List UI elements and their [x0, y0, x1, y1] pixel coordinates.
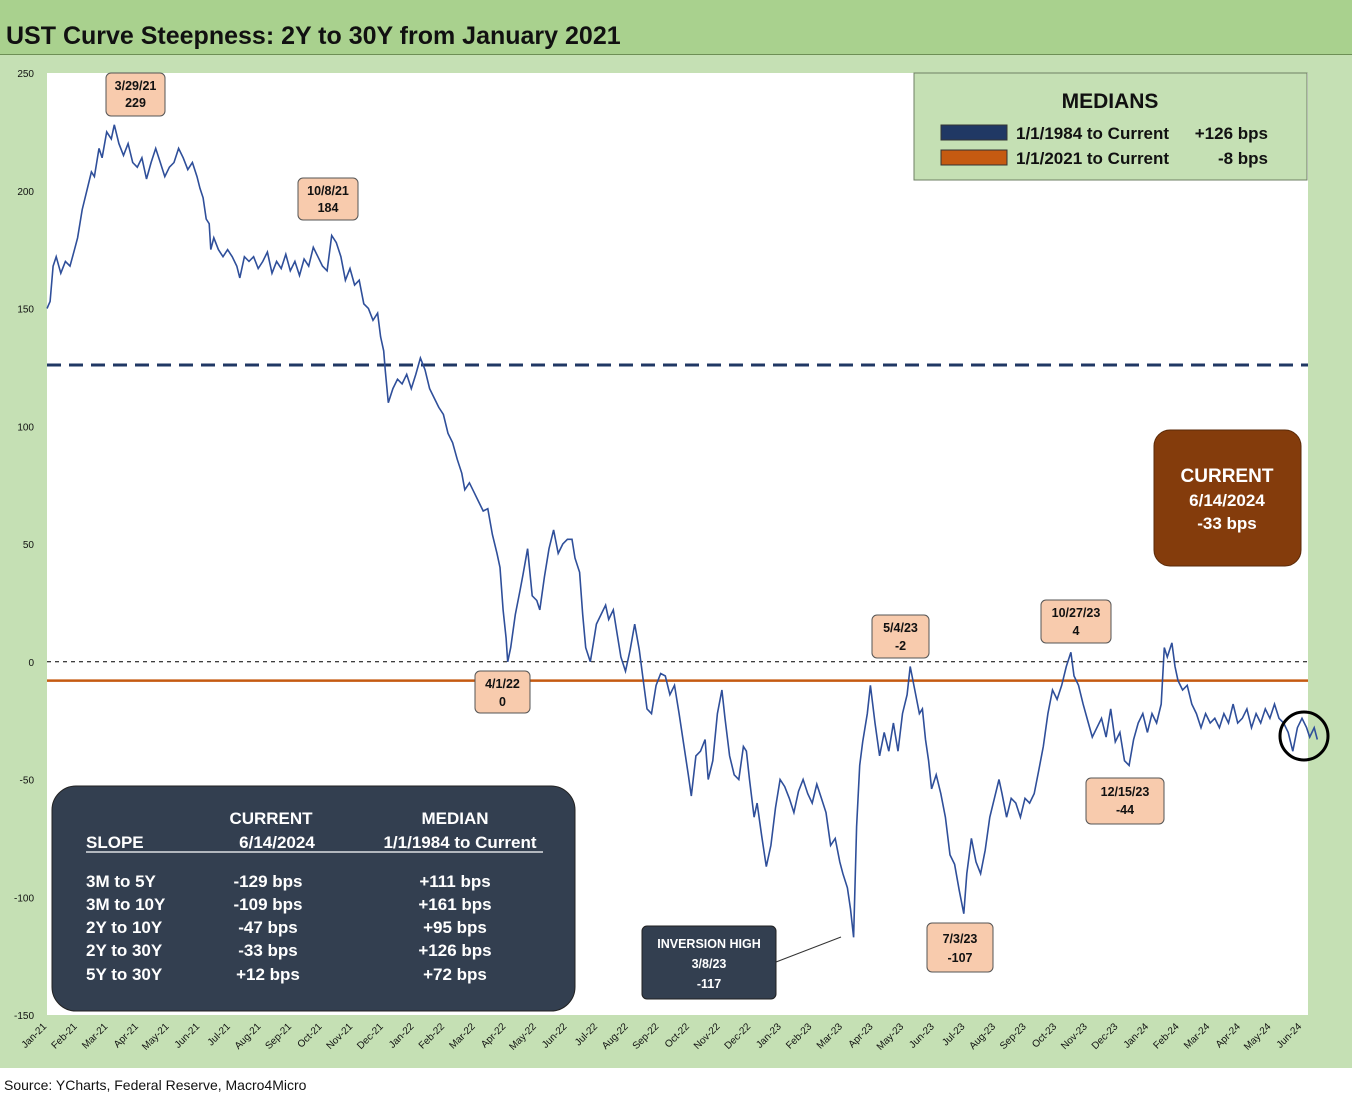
svg-text:-107: -107: [947, 951, 972, 965]
y-tick-label: -150: [14, 1011, 34, 1022]
svg-text:INVERSION HIGH: INVERSION HIGH: [657, 937, 761, 951]
current-value-box: CURRENT 6/14/2024 -33 bps: [1153, 429, 1302, 567]
median-1984-swatch: [940, 124, 1008, 141]
source-bar: Source: YCharts, Federal Reserve, Macro4…: [0, 1068, 1352, 1100]
slope-row-median: +95 bps: [423, 918, 487, 937]
callout-12-15-23: 12/15/23 -44: [1085, 777, 1165, 825]
svg-text:4/1/22: 4/1/22: [485, 677, 520, 691]
series-line-2y30y: [46, 124, 1319, 938]
inversion-leader-line: [775, 936, 842, 963]
y-tick-label: 0: [28, 658, 34, 669]
medians-title: MEDIANS: [1062, 90, 1159, 113]
slope-row-median: +161 bps: [418, 895, 491, 914]
slope-row-median: +111 bps: [419, 872, 490, 891]
current-box-date: 6/14/2024: [1189, 491, 1265, 510]
svg-text:10/8/21: 10/8/21: [307, 184, 349, 198]
svg-text:0: 0: [499, 695, 506, 709]
callout-7-3-23: 7/3/23 -107: [926, 922, 994, 973]
svg-text:229: 229: [125, 96, 146, 110]
svg-text:-117: -117: [697, 977, 721, 991]
callout-inversion-high: INVERSION HIGH 3/8/23 -117: [641, 925, 842, 1000]
svg-text:12/15/23: 12/15/23: [1101, 785, 1150, 799]
callout-4-1-22: 4/1/22 0: [474, 670, 531, 714]
current-box-heading: CURRENT: [1181, 466, 1274, 487]
slope-row-current: -129 bps: [234, 872, 303, 891]
svg-text:-44: -44: [1116, 803, 1134, 817]
reference-lines: [47, 363, 1308, 682]
y-tick-label: 50: [23, 540, 35, 551]
callout-5-4-23: 5/4/23 -2: [871, 614, 930, 659]
svg-text:5/4/23: 5/4/23: [883, 621, 918, 635]
slope-row-current: +12 bps: [236, 965, 300, 984]
page-title: UST Curve Steepness: 2Y to 30Y from Janu…: [6, 22, 621, 50]
svg-text:3/8/23: 3/8/23: [692, 957, 727, 971]
slope-header-current-date: 6/14/2024: [239, 833, 315, 852]
y-tick-label: 100: [17, 422, 34, 433]
slope-header-median: MEDIAN: [421, 809, 488, 828]
callout-10-27-23: 10/27/23 4: [1040, 599, 1112, 644]
callout-annotations: 3/29/21 229 10/8/21 184 4/1/22 0 5/4/23 …: [105, 72, 1165, 1000]
slope-row-median: +126 bps: [418, 941, 491, 960]
callout-3-29-21: 3/29/21 229: [105, 72, 166, 117]
slope-row-label: 3M to 10Y: [86, 895, 166, 914]
median-2021-label: 1/1/2021 to Current: [1016, 149, 1169, 168]
slope-row-median: +72 bps: [423, 965, 487, 984]
slope-row-current: -33 bps: [238, 941, 298, 960]
svg-text:4: 4: [1073, 624, 1080, 638]
slope-table: CURRENT MEDIAN SLOPE 6/14/2024 1/1/1984 …: [51, 785, 576, 1012]
title-bar: UST Curve Steepness: 2Y to 30Y from Janu…: [0, 0, 1352, 55]
svg-text:7/3/23: 7/3/23: [943, 932, 978, 946]
median-1984-value: +126 bps: [1195, 124, 1268, 143]
median-1984-label: 1/1/1984 to Current: [1016, 124, 1169, 143]
y-tick-label: -50: [20, 776, 35, 787]
current-box-value: -33 bps: [1197, 514, 1257, 533]
median-2021-value: -8 bps: [1218, 149, 1268, 168]
slope-row-label: 5Y to 30Y: [86, 965, 163, 984]
y-tick-label: 250: [17, 69, 34, 80]
medians-legend: MEDIANS 1/1/1984 to Current +126 bps 1/1…: [913, 72, 1308, 181]
slope-row-label: 3M to 5Y: [86, 872, 157, 891]
svg-text:10/27/23: 10/27/23: [1052, 606, 1101, 620]
source-note: Source: YCharts, Federal Reserve, Macro4…: [4, 1077, 307, 1093]
current-point-circle: [1278, 710, 1330, 762]
callout-10-8-21: 10/8/21 184: [297, 177, 359, 221]
slope-header-slope: SLOPE: [86, 833, 144, 852]
slope-row-current: -109 bps: [234, 895, 303, 914]
median-2021-swatch: [940, 149, 1008, 166]
y-axis: 250 200 150 100 50 0 -50 -100 -150: [14, 69, 34, 1022]
y-tick-label: 200: [17, 187, 34, 198]
svg-text:184: 184: [318, 201, 339, 215]
slope-header-current: CURRENT: [229, 809, 313, 828]
y-tick-label: 150: [17, 305, 34, 316]
slope-header-median-period: 1/1/1984 to Current: [383, 833, 536, 852]
slope-row-label: 2Y to 30Y: [86, 941, 163, 960]
y-tick-label: -100: [14, 893, 34, 904]
svg-text:-2: -2: [895, 639, 906, 653]
svg-text:3/29/21: 3/29/21: [115, 79, 157, 93]
slope-row-label: 2Y to 10Y: [86, 918, 163, 937]
slope-row-current: -47 bps: [238, 918, 298, 937]
